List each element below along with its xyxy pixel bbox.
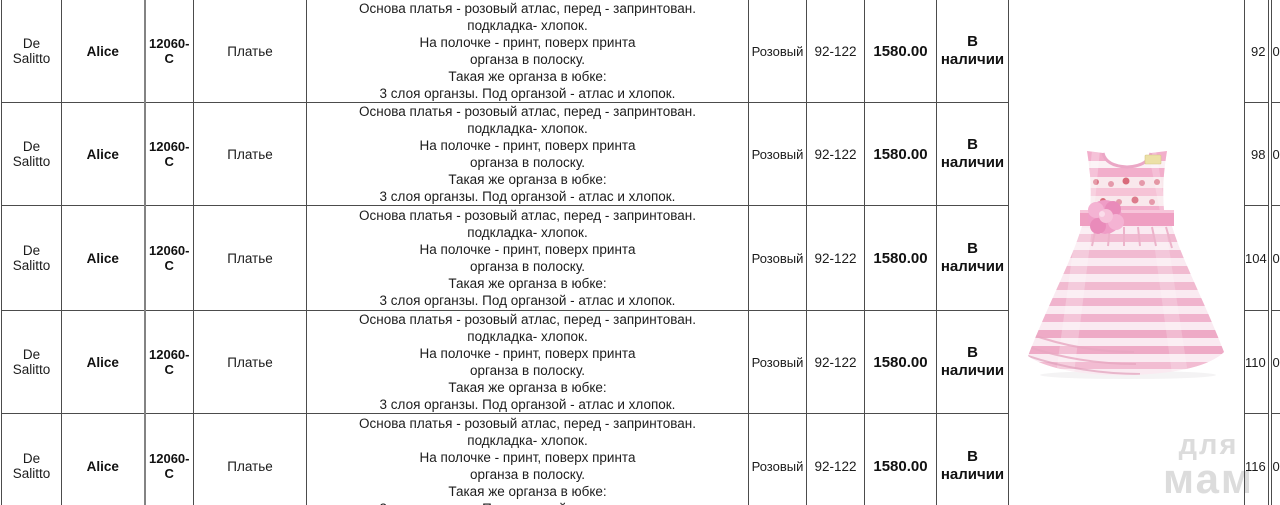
description-cell: Основа платья - розовый атлас, перед - з… <box>306 413 749 505</box>
product-type-cell: Платье <box>193 102 307 206</box>
description-cell: Основа платья - розовый атлас, перед - з… <box>306 0 749 103</box>
quantity-cell: 0 <box>1267 102 1280 206</box>
model-name-cell: Alice <box>61 310 145 414</box>
size-range-cell: 92-122 <box>806 310 865 414</box>
size-cell: 116 <box>1244 413 1270 505</box>
dress-image <box>1027 150 1224 379</box>
brand-cell: De Salitto <box>1 310 62 414</box>
price-cell: 1580.00 <box>864 0 937 103</box>
brand-cell: De Salitto <box>1 102 62 206</box>
table-row: De Salitto Alice 12060-С Платье Основа п… <box>1 310 1280 414</box>
table-row: De Salitto Alice 12060-С Платье Основа п… <box>1 102 1280 206</box>
description-cell: Основа платья - розовый атлас, перед - з… <box>306 310 749 414</box>
size-range-cell: 92-122 <box>806 102 865 206</box>
price-cell: 1580.00 <box>864 413 937 505</box>
brand-cell: De Salitto <box>1 205 62 311</box>
color-cell: Розовый <box>748 310 807 414</box>
quantity-cell: 0 <box>1267 310 1280 414</box>
neck-tag <box>1144 154 1161 165</box>
size-cell: 104 <box>1244 205 1270 311</box>
article-cell: 12060-С <box>143 310 194 414</box>
description-cell: Основа платья - розовый атлас, перед - з… <box>306 102 749 206</box>
color-cell: Розовый <box>748 0 807 103</box>
article-cell: 12060-С <box>143 102 194 206</box>
article-cell: 12060-С <box>143 0 194 103</box>
size-range-cell: 92-122 <box>806 205 865 311</box>
table-row: De Salitto Alice 12060-С Платье Основа п… <box>1 413 1280 505</box>
brand-cell: De Salitto <box>1 0 62 103</box>
product-type-cell: Платье <box>193 310 307 414</box>
price-cell: 1580.00 <box>864 205 937 311</box>
price-cell: 1580.00 <box>864 102 937 206</box>
availability-cell: В наличии <box>936 0 1009 103</box>
model-name-cell: Alice <box>61 205 145 311</box>
size-cell: 110 <box>1244 310 1270 414</box>
size-range-cell: 92-122 <box>806 413 865 505</box>
price-cell: 1580.00 <box>864 310 937 414</box>
product-type-cell: Платье <box>193 0 307 103</box>
size-cell: 98 <box>1244 102 1270 206</box>
description-cell: Основа платья - розовый атлас, перед - з… <box>306 205 749 311</box>
brand-cell: De Salitto <box>1 413 62 505</box>
model-name-cell: Alice <box>61 102 145 206</box>
model-name-cell: Alice <box>61 0 145 103</box>
quantity-cell: 0 <box>1267 0 1280 103</box>
availability-cell: В наличии <box>936 102 1009 206</box>
product-type-cell: Платье <box>193 413 307 505</box>
quantity-cell: 0 <box>1267 413 1280 505</box>
availability-cell: В наличии <box>936 310 1009 414</box>
product-type-cell: Платье <box>193 205 307 311</box>
color-cell: Розовый <box>748 205 807 311</box>
quantity-cell: 0 <box>1267 205 1280 311</box>
availability-cell: В наличии <box>936 205 1009 311</box>
article-cell: 12060-С <box>143 413 194 505</box>
color-cell: Розовый <box>748 413 807 505</box>
flower-ornament <box>1087 199 1124 234</box>
size-cell: 92 <box>1244 0 1270 103</box>
product-photo-cell <box>1008 0 1245 505</box>
availability-cell: В наличии <box>936 413 1009 505</box>
model-name-cell: Alice <box>61 413 145 505</box>
color-cell: Розовый <box>748 102 807 206</box>
article-cell: 12060-С <box>143 205 194 311</box>
size-range-cell: 92-122 <box>806 0 865 103</box>
